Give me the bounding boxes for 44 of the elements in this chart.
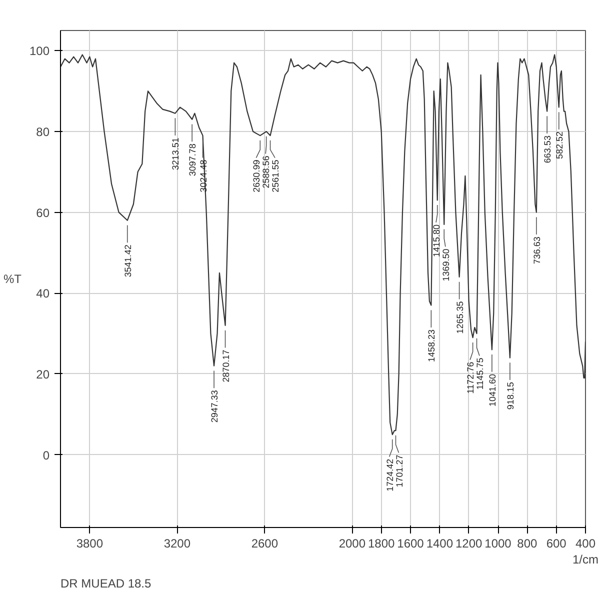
annotation: 2588.56 <box>261 156 272 188</box>
annotation: 3213.51 <box>170 138 181 170</box>
annotation: 1145.75 <box>474 358 485 390</box>
x-tick-label: 2000 <box>338 536 366 550</box>
y-tick-label: 0 <box>42 448 50 462</box>
x-axis-title: 1/cm <box>572 552 599 566</box>
annotation: 1041.60 <box>487 374 498 406</box>
x-tick-label: 1200 <box>455 536 483 550</box>
x-tick-label: 400 <box>575 536 596 550</box>
annotation: 1724.42 <box>384 458 395 492</box>
line-series <box>60 54 586 436</box>
x-tick-label: 1400 <box>426 536 454 550</box>
x-tick-label: 1600 <box>397 536 424 550</box>
annotation: 2947.33 <box>210 390 220 423</box>
annotation: 663.53 <box>542 136 553 164</box>
x-tick-label: 3200 <box>164 536 191 550</box>
annotation: 3097.78 <box>188 144 198 176</box>
y-tick-label: 100 <box>29 44 50 58</box>
annotation: 736.63 <box>532 236 542 264</box>
annotation: 3024.48 <box>198 160 208 192</box>
text: DR MUEAD 18.5 <box>60 576 152 590</box>
annotation: 2561.55 <box>270 160 281 192</box>
annotation: 918.15 <box>505 382 516 410</box>
annotation: 1458.23 <box>426 329 437 362</box>
x-tick-label: 3800 <box>76 536 104 550</box>
y-tick-label: 40 <box>36 286 50 301</box>
y-tick-label: 80 <box>36 125 50 140</box>
annotation: 1172.76 <box>466 362 476 394</box>
x-tick-label: 2600 <box>251 536 278 550</box>
x-tick-label: 1800 <box>368 536 396 550</box>
annotation: 1701.27 <box>394 454 404 488</box>
x-tick-label: 1000 <box>484 536 512 550</box>
annotation: 3541.42 <box>122 244 133 278</box>
y-axis-title: %T <box>3 272 22 286</box>
annotation: 582.52 <box>554 132 564 160</box>
x-tick-label: 800 <box>517 536 538 550</box>
y-tick-label: 60 <box>36 206 50 220</box>
y-tick-label: 20 <box>36 367 50 382</box>
annotation: 2870.17 <box>220 350 231 382</box>
annotation: 1265.35 <box>454 301 465 334</box>
annotation: 1415.80 <box>432 224 442 257</box>
annotation: 2630.99 <box>252 160 262 192</box>
x-tick-label: 600 <box>546 536 567 550</box>
annotation: 1369.50 <box>440 248 451 282</box>
